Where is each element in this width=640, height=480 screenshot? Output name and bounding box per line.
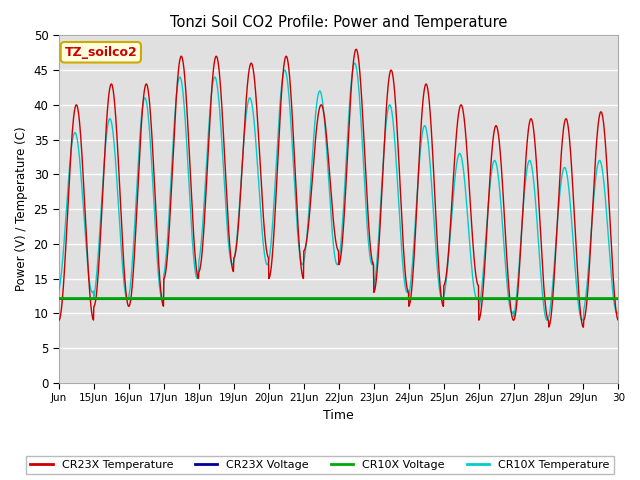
Y-axis label: Power (V) / Temperature (C): Power (V) / Temperature (C) [15, 127, 28, 291]
Text: TZ_soilco2: TZ_soilco2 [65, 46, 137, 59]
Legend: CR23X Temperature, CR23X Voltage, CR10X Voltage, CR10X Temperature: CR23X Temperature, CR23X Voltage, CR10X … [26, 456, 614, 474]
X-axis label: Time: Time [323, 409, 354, 422]
Title: Tonzi Soil CO2 Profile: Power and Temperature: Tonzi Soil CO2 Profile: Power and Temper… [170, 15, 508, 30]
